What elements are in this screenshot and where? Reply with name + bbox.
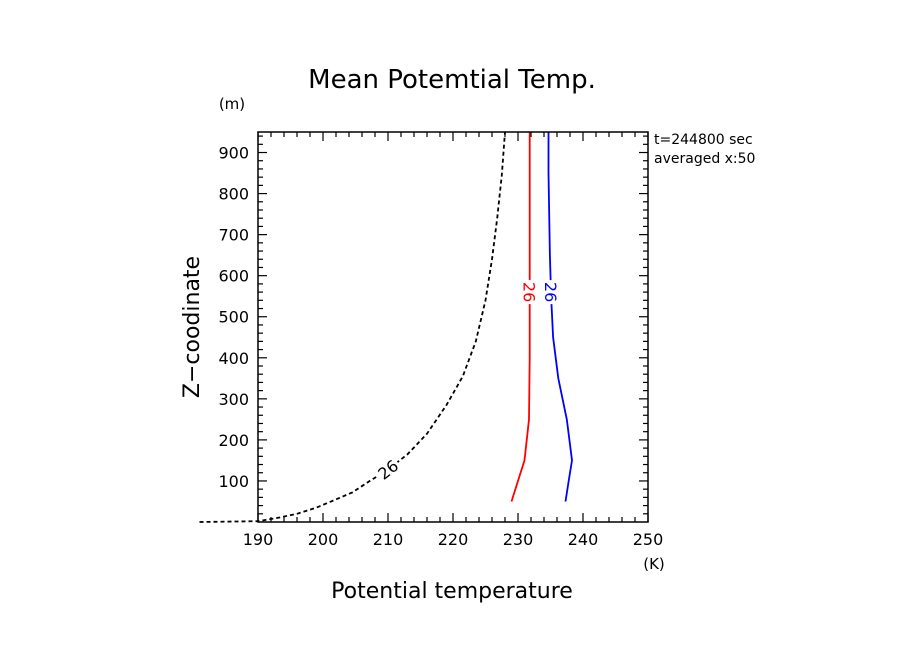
y-tick-label: 600 [218,267,249,286]
contour-label-gap [373,455,403,484]
x-tick-label: 240 [568,530,599,549]
x-tick-label: 200 [308,530,339,549]
contour-label-gap [521,280,538,305]
series-line-1 [510,132,531,502]
average-annotation: averaged x:50 [654,151,755,167]
y-axis-label: Z−coodinate [180,256,205,398]
x-tick-label: 250 [633,530,664,549]
plot-frame [257,131,649,523]
x-axis-label: Potential temperature [331,579,573,604]
contour-label-gap [543,280,560,305]
plot-lines [199,131,573,523]
series-line-2 [547,132,573,502]
time-annotation: t=244800 sec [654,132,753,148]
y-tick-label: 900 [218,144,249,163]
tick-labels: 190 200 210 220 230 240 250 100 200 300 400 500 600 7… [218,144,663,549]
contour-label-1: 26 [520,282,539,302]
chart-title: Mean Potemtial Temp. [308,65,596,95]
x-tick-label: 220 [438,530,469,549]
x-axis-unit: (K) [643,555,665,573]
annotation-clip-mask [776,125,816,175]
x-tick-label: 210 [373,530,404,549]
y-tick-label: 800 [218,185,249,204]
y-tick-label: 300 [218,390,249,409]
y-tick-label: 700 [218,226,249,245]
contour-label-2: 26 [541,282,560,302]
y-axis-unit: (m) [219,95,245,113]
y-tick-label: 100 [218,472,249,491]
y-tick-label: 500 [218,308,249,327]
x-tick-label: 190 [243,530,274,549]
axis-ticks [257,132,649,522]
contour-label-0: 26 [374,456,402,484]
y-tick-label: 200 [218,431,249,450]
series-line-0 [199,131,506,523]
x-tick-label: 230 [503,530,534,549]
y-tick-label: 400 [218,349,249,368]
